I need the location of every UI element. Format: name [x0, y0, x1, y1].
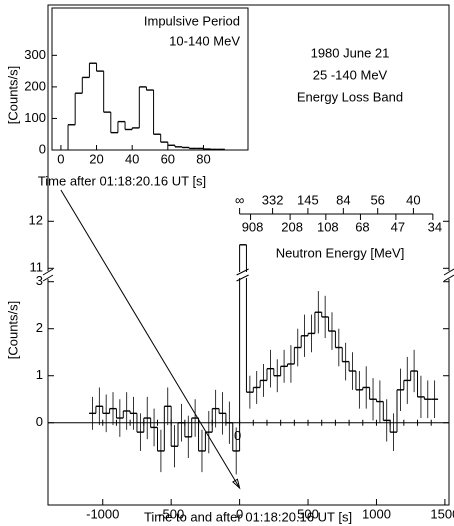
energy-tick-label: 108	[317, 219, 339, 234]
energy-tick-label: 208	[281, 219, 303, 234]
inset-y-tick-label: 200	[24, 78, 46, 93]
inset-background	[2, 6, 248, 196]
y-tick-label: 1	[36, 367, 43, 382]
inset-x-axis-label: Time after 01:18:20.16 UT [s]	[38, 173, 206, 188]
axis-break	[443, 274, 454, 282]
inset-x-tick-label: 40	[125, 151, 139, 166]
axis-break	[42, 274, 54, 282]
annotation: 25 -140 MeV	[313, 67, 388, 82]
y-tick-label: 0	[36, 414, 43, 429]
energy-tick-label: 47	[391, 219, 405, 234]
inset-x-tick-label: 80	[196, 151, 210, 166]
energy-tick-label: 332	[262, 192, 284, 207]
inset-subtitle: 10-140 MeV	[169, 33, 240, 48]
energy-tick-label: 908	[242, 219, 264, 234]
x-tick-label: -1000	[86, 506, 119, 521]
y-tick-label: 2	[36, 320, 43, 335]
energy-tick-label: 56	[370, 192, 384, 207]
inset-y-axis-label: [Counts/s]	[5, 66, 20, 125]
axis-break-gap	[444, 271, 454, 279]
axis-break-gap	[43, 271, 53, 279]
spike-break	[236, 268, 249, 276]
inset-x-tick-label: 60	[161, 151, 175, 166]
inset-title: Impulsive Period	[144, 13, 240, 28]
inset-y-tick-label: 100	[24, 110, 46, 125]
x-tick-label: 1000	[362, 506, 391, 521]
inset-x-tick-label: 0	[57, 151, 64, 166]
inset-x-tick-label: 20	[89, 151, 103, 166]
marker-label: 0	[234, 428, 241, 443]
x-tick-label: 1500	[430, 506, 454, 521]
energy-tick-label: 68	[355, 219, 369, 234]
inset-y-tick-label: 300	[24, 47, 46, 62]
inset-frame	[51, 7, 249, 151]
inset-y-tick-label: 0	[39, 141, 46, 156]
x-tick-label: -500	[158, 506, 184, 521]
y-axis-label: [Counts/s]	[5, 301, 20, 360]
arrow-head	[232, 478, 241, 490]
x-axis-label: Time to and after 01:18:20.16 UT [s]	[144, 509, 352, 524]
axis-break	[42, 268, 54, 276]
y-tick-label: 11	[30, 260, 44, 275]
spike-break-gap	[234, 272, 252, 278]
energy-tick-label: ∞	[235, 192, 244, 207]
energy-tick-label: 145	[297, 192, 319, 207]
axis-break	[443, 268, 454, 276]
spike-break	[236, 274, 249, 282]
energy-tick-label: 34	[428, 219, 442, 234]
time-zero-arrow	[60, 189, 241, 489]
annotation: 1980 June 21	[311, 45, 390, 60]
y-tick-label: 3	[36, 273, 43, 288]
annotation: Energy Loss Band	[297, 89, 403, 104]
y-tick-label: 12	[29, 213, 43, 228]
x-tick-label: 500	[297, 506, 319, 521]
energy-tick-label: 40	[406, 192, 420, 207]
energy-tick-label: 84	[336, 192, 350, 207]
x-tick-label: 0	[236, 506, 243, 521]
energy-axis-label: Neutron Energy [MeV]	[276, 245, 405, 260]
